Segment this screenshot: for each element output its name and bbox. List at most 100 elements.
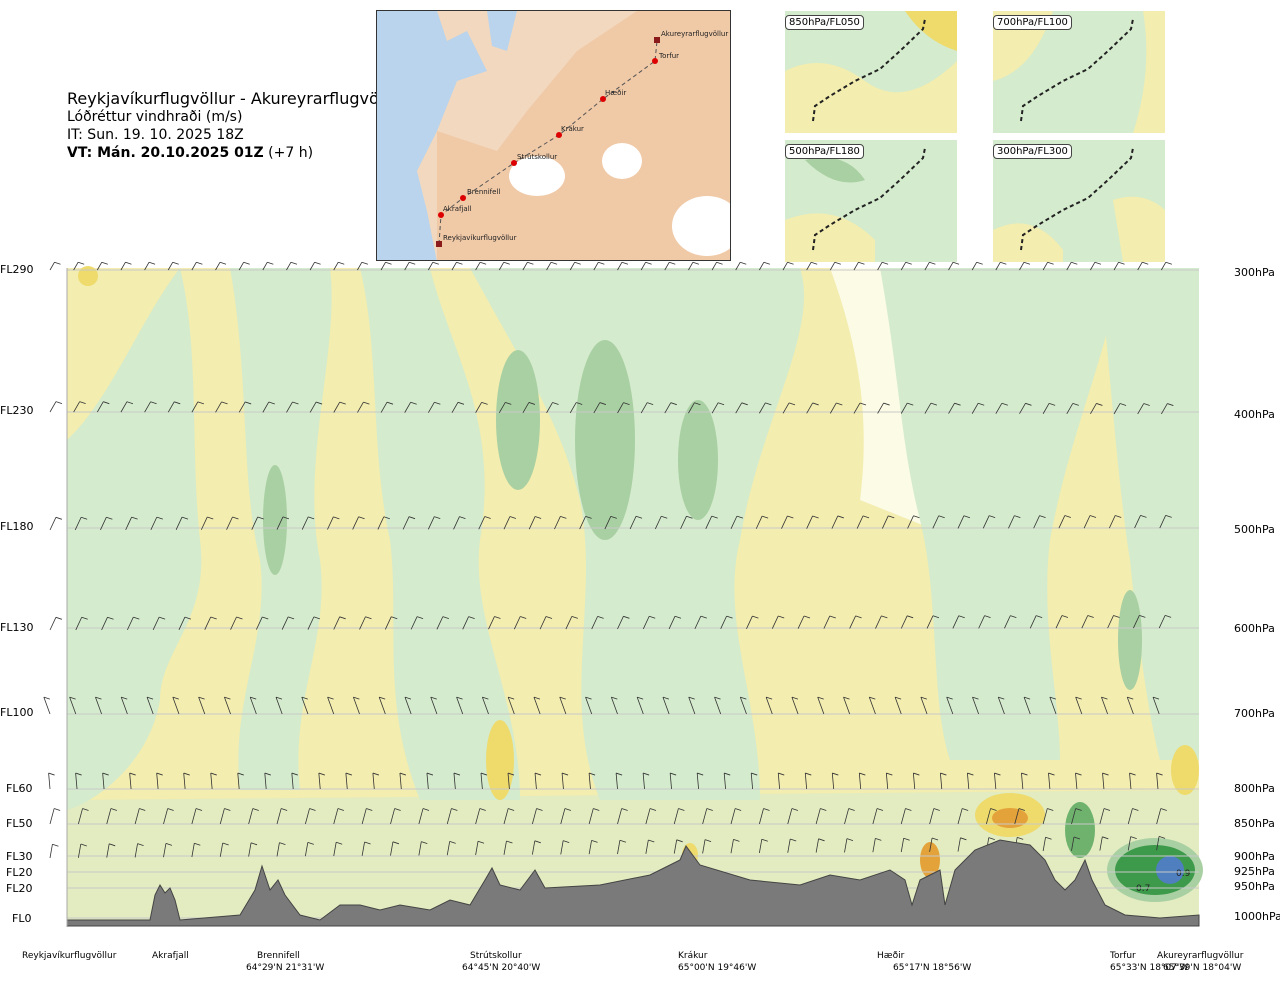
wind-barb (1127, 808, 1139, 825)
wind-barb (750, 772, 758, 790)
blob-neg-c (678, 400, 718, 520)
wp-label-7: Reykjavíkurflugvöllur (443, 234, 517, 242)
wind-barb (204, 616, 217, 630)
level-map-300: 300hPa/FL300 (993, 140, 1165, 262)
hpa-label-6: 850hPa (1234, 817, 1275, 830)
wind-barb (262, 401, 275, 413)
wind-barb (875, 615, 888, 629)
wind-barb (120, 261, 132, 271)
fl-label-1: FL230 (0, 404, 34, 417)
wind-barb (106, 808, 118, 825)
wind-barb (1156, 772, 1163, 790)
wind-barb (276, 842, 286, 857)
wind-barb (262, 261, 274, 271)
marker-reykjavikurflugvollur (436, 241, 442, 247)
wind-barb (1156, 836, 1166, 851)
wind-barb (711, 402, 725, 414)
blob-pos-e (920, 842, 940, 878)
wind-barb (167, 261, 179, 271)
level-map-700: 700hPa/FL100 (993, 11, 1165, 133)
wind-barb (256, 616, 269, 630)
wind-barb (972, 696, 980, 715)
wind-barb (226, 516, 239, 530)
wind-barb (1048, 772, 1055, 790)
wind-barb (636, 696, 644, 715)
wind-barb (758, 838, 768, 854)
wind-barb (823, 615, 836, 629)
wind-barb (858, 772, 866, 790)
marker-akureyrarflugvollur (654, 37, 660, 43)
wind-barb (475, 808, 486, 825)
wind-barb (546, 261, 558, 271)
blob-pos-a (486, 720, 514, 800)
blob-neg-d (263, 465, 287, 575)
wind-barb (782, 261, 794, 271)
field-neg-1 (67, 268, 202, 810)
wind-barb (286, 261, 298, 271)
wind-barb (806, 402, 819, 414)
wind-barb (1137, 261, 1149, 271)
wind-barb (957, 837, 967, 852)
wind-barb (617, 808, 628, 825)
wind-barb (900, 808, 912, 825)
blob-pos-b (1171, 745, 1199, 795)
wind-barb (100, 516, 113, 531)
level-map-700-label: 700hPa/FL100 (993, 15, 1072, 30)
location-3-coord: 64°45'N 20°40'W (462, 963, 541, 973)
wind-barb (318, 772, 325, 790)
waypoint-labels: Akureyrarflugvöllur Torfur Hæðir Krákur … (443, 30, 728, 242)
wind-barb (503, 516, 517, 530)
location-2-coord: 64°29'N 21°31'W (246, 963, 325, 973)
wind-barb (172, 696, 180, 715)
wp-label-2: Hæðir (605, 89, 626, 97)
wind-barb (696, 772, 704, 790)
wind-barb (885, 772, 893, 790)
location-7-coord: 65°39'N 18°04'W (1163, 963, 1242, 973)
wind-barb (702, 808, 713, 825)
wind-barb (528, 516, 542, 530)
wind-barb (957, 515, 971, 529)
variable-title: Lóðréttur vindhraði (m/s) (67, 109, 243, 125)
route-map: Akureyrarflugvöllur Torfur Hæðir Krákur … (376, 10, 731, 261)
wind-barb (872, 808, 884, 825)
wind-barb (436, 616, 449, 630)
location-3-name: Strútskollur (470, 951, 522, 961)
wind-barb (688, 696, 696, 715)
wind-barb (1129, 772, 1136, 790)
wind-barb (404, 401, 417, 413)
wp-label-6: Akrafjall (443, 205, 472, 213)
wind-barb (456, 696, 464, 715)
wind-barb (418, 808, 430, 825)
level-map-500-label: 500hPa/FL180 (785, 144, 864, 159)
fl-label-7: FL30 (6, 850, 33, 863)
wind-barb (771, 615, 785, 629)
wind-barb (507, 696, 515, 715)
wind-barb (664, 402, 677, 414)
wind-barb (1090, 261, 1102, 271)
wind-barb (787, 808, 799, 825)
location-0: Reykjavíkurflugvöllur (22, 950, 116, 962)
wind-barb (307, 616, 320, 630)
wind-barb (513, 616, 527, 630)
wind-barb (705, 515, 718, 530)
wind-barb (152, 616, 166, 630)
wind-barb (1161, 403, 1174, 415)
wind-barb (1029, 615, 1043, 629)
wind-barb (932, 515, 945, 529)
wind-barb (982, 515, 996, 529)
wind-barb (617, 839, 627, 855)
wind-barb (446, 808, 458, 825)
wind-barb (797, 615, 811, 629)
blob-pos-d (992, 808, 1028, 828)
sea (377, 11, 487, 260)
wind-barb (426, 772, 434, 790)
wind-barb (900, 261, 912, 271)
wind-barb (1156, 808, 1167, 825)
wind-barb (588, 840, 598, 855)
wind-barb (533, 696, 541, 715)
wp-label-0: Akureyrarflugvöllur (661, 30, 728, 38)
wind-barb (215, 261, 227, 271)
wind-barb (301, 516, 315, 530)
wind-barb (49, 808, 61, 825)
wind-barb (74, 516, 88, 531)
